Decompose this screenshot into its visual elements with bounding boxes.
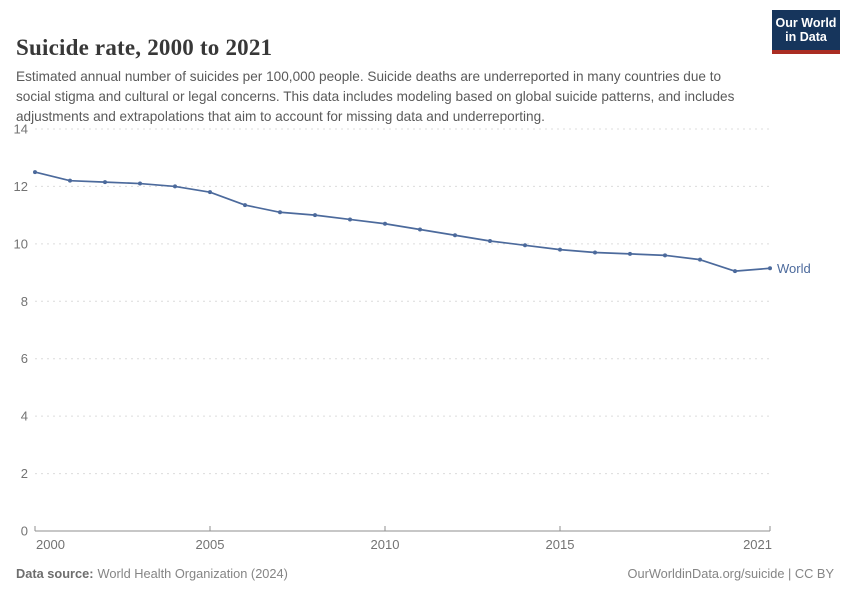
line-chart-svg[interactable]: 0 2 4 6 8 10 12 14 2000 2005 2010 2015 2021 World [0, 112, 850, 582]
y-axis-tick-label: 10 [14, 236, 28, 251]
y-axis-tick-label: 8 [21, 294, 28, 309]
data-point[interactable] [523, 243, 527, 248]
series-end-label[interactable]: World [777, 261, 811, 276]
data-point[interactable] [488, 238, 492, 243]
data-point[interactable] [103, 180, 107, 185]
owid-logo-line2: in Data [785, 30, 827, 45]
x-axis-tick-label: 2000 [36, 537, 65, 552]
data-point[interactable] [663, 253, 667, 258]
data-point[interactable] [138, 181, 142, 186]
data-source-label: Data source: [16, 566, 94, 581]
chart-footer: Data source: World Health Organization (2… [16, 566, 834, 581]
x-axis-tick-label: 2021 [743, 537, 772, 552]
data-point[interactable] [208, 190, 212, 195]
data-point[interactable] [33, 170, 37, 175]
chart-plot-area[interactable]: 0 2 4 6 8 10 12 14 2000 2005 2010 2015 2021 World [0, 112, 850, 582]
data-point[interactable] [243, 203, 247, 208]
data-point[interactable] [698, 257, 702, 262]
chart-title: Suicide rate, 2000 to 2021 [16, 35, 273, 61]
data-point[interactable] [68, 178, 72, 183]
data-point[interactable] [383, 221, 387, 226]
data-point[interactable] [768, 266, 772, 271]
chart-subtitle: Estimated annual number of suicides per … [16, 68, 735, 124]
data-point[interactable] [628, 251, 632, 256]
x-axis-tick-label: 2005 [196, 537, 225, 552]
owid-logo-line1: Our World [775, 16, 837, 30]
data-point[interactable] [453, 233, 457, 238]
data-point[interactable] [418, 227, 422, 232]
y-axis-tick-label: 12 [14, 179, 28, 194]
y-axis-tick-label: 6 [21, 351, 28, 366]
x-axis-tick-label: 2015 [546, 537, 575, 552]
y-axis-tick-label: 0 [21, 524, 28, 539]
data-source-value: World Health Organization (2024) [97, 566, 288, 581]
y-axis-tick-label: 4 [21, 409, 28, 424]
data-point[interactable] [593, 250, 597, 255]
data-point[interactable] [558, 247, 562, 252]
data-point[interactable] [313, 213, 317, 218]
y-axis-tick-label: 2 [21, 466, 28, 481]
series-line[interactable] [34, 171, 771, 272]
owid-logo[interactable]: Our World in Data [772, 10, 840, 54]
x-axis-tick-label: 2010 [371, 537, 400, 552]
data-point[interactable] [348, 217, 352, 222]
data-point[interactable] [173, 184, 177, 189]
y-axis-tick-label: 14 [14, 122, 28, 137]
data-point[interactable] [733, 269, 737, 274]
data-source-text: Data source: World Health Organization (2… [16, 566, 288, 581]
attribution-link[interactable]: OurWorldinData.org/suicide | CC BY [627, 566, 835, 581]
data-point[interactable] [278, 210, 282, 215]
